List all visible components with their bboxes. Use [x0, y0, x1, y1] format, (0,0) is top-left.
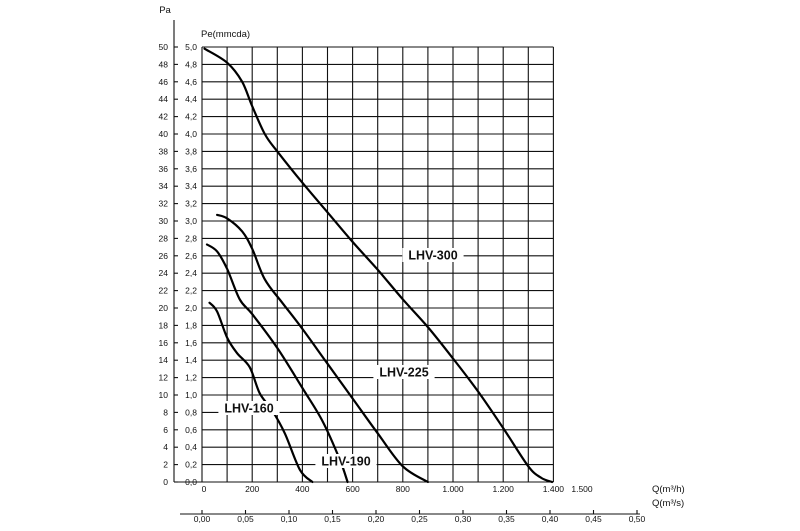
curve-label-background [218, 401, 280, 415]
q-m3s-tick-label: 0,50 [629, 514, 646, 524]
pa-tick-label: 4 [163, 442, 168, 452]
curve-label-lhv-225: LHV-225 [379, 366, 428, 380]
pa-tick-label: 36 [159, 164, 169, 174]
q-m3h-tick-label: 1.400 [543, 484, 565, 494]
performance-curves: LHV-300 LHV-225 LHV-190 LHV-160 [203, 47, 554, 484]
q-m3h-tick-label: 1.500 [571, 484, 593, 494]
pa-tick-label: 12 [159, 373, 169, 383]
pa-tick-label: 30 [159, 216, 169, 226]
mmcda-tick-label: 3,0 [185, 216, 197, 226]
pa-tick-label: 32 [159, 199, 169, 209]
pa-tick-label: 38 [159, 146, 169, 156]
q-m3s-tick-label: 0,40 [542, 514, 559, 524]
mmcda-tick-label: 5,0 [185, 42, 197, 52]
mmcda-tick-label: 4,2 [185, 112, 197, 122]
mmcda-tick-label: 3,6 [185, 164, 197, 174]
pa-tick-label: 8 [163, 407, 168, 417]
q-m3s-tick-label: 0,35 [498, 514, 515, 524]
q-m3s-tick-label: 0,10 [281, 514, 298, 524]
mmcda-tick-label: 2,4 [185, 268, 197, 278]
pa-tick-label: 42 [159, 112, 169, 122]
mmcda-tick-label: 1,2 [185, 373, 197, 383]
curve-label-background [402, 248, 464, 262]
mmcda-tick-label: 3,8 [185, 146, 197, 156]
pa-tick-label: 44 [159, 94, 169, 104]
mmcda-tick-label: 1,6 [185, 338, 197, 348]
pa-axis-label: Pa [159, 5, 171, 16]
curve-label-background [373, 365, 435, 379]
mmcda-tick-label: 1,8 [185, 320, 197, 330]
pa-tick-label: 46 [159, 77, 169, 87]
pa-tick-label: 48 [159, 59, 169, 69]
pa-tick-label: 26 [159, 251, 169, 261]
mmcda-tick-label: 4,4 [185, 94, 197, 104]
pa-tick-label: 20 [159, 303, 169, 313]
pa-tick-label: 28 [159, 233, 169, 243]
axis-ticks: 0246810121416182022242628303234363840424… [159, 42, 646, 524]
q-m3s-tick-label: 0,30 [455, 514, 472, 524]
chart-grid [173, 20, 640, 515]
mmcda-tick-label: 2,2 [185, 286, 197, 296]
q-m3s-tick-label: 0,15 [324, 514, 341, 524]
curve-label-background [315, 454, 377, 468]
pa-tick-label: 2 [163, 460, 168, 470]
pa-tick-label: 0 [163, 477, 168, 487]
q-m3h-tick-label: 1.000 [442, 484, 464, 494]
pa-tick-label: 24 [159, 268, 169, 278]
pa-tick-label: 50 [159, 42, 169, 52]
curve-lhv-300 [203, 47, 554, 484]
q-m3h-tick-label: 1.200 [493, 484, 515, 494]
curve-label-lhv-190: LHV-190 [321, 455, 370, 469]
pa-tick-label: 22 [159, 286, 169, 296]
mmcda-tick-label: 1,4 [185, 355, 197, 365]
q-m3h-tick-label: 200 [245, 484, 259, 494]
mmcda-tick-label: 0,0 [185, 477, 197, 487]
q-m3h-axis-label: Q(m³/h) [652, 484, 685, 495]
q-m3h-tick-label: 0 [202, 484, 207, 494]
q-m3h-tick-label: 600 [346, 484, 360, 494]
pa-tick-label: 14 [159, 355, 169, 365]
mmcda-tick-label: 3,4 [185, 181, 197, 191]
mmcda-tick-label: 4,0 [185, 129, 197, 139]
pa-tick-label: 10 [159, 390, 169, 400]
curve-lhv-190 [205, 243, 349, 484]
mmcda-tick-label: 0,6 [185, 425, 197, 435]
q-m3s-tick-label: 0,05 [237, 514, 254, 524]
curve-label-lhv-300: LHV-300 [408, 249, 457, 263]
q-m3s-tick-label: 0,45 [585, 514, 602, 524]
mmcda-tick-label: 4,8 [185, 59, 197, 69]
mmcda-tick-label: 1,0 [185, 390, 197, 400]
curve-lhv-160 [208, 301, 314, 484]
pa-tick-label: 16 [159, 338, 169, 348]
mmcda-tick-label: 2,8 [185, 233, 197, 243]
mmcda-tick-label: 3,2 [185, 199, 197, 209]
q-m3h-tick-label: 800 [396, 484, 410, 494]
q-m3h-tick-label: 400 [295, 484, 309, 494]
mmcda-tick-label: 4,6 [185, 77, 197, 87]
mmcda-axis-label: Pe(mmcda) [201, 29, 250, 40]
q-m3s-tick-label: 0,00 [194, 514, 211, 524]
mmcda-tick-label: 0,4 [185, 442, 197, 452]
q-m3s-axis-label: Q(m³/s) [652, 498, 684, 509]
pa-tick-label: 6 [163, 425, 168, 435]
pa-tick-label: 34 [159, 181, 169, 191]
q-m3s-tick-label: 0,25 [411, 514, 428, 524]
mmcda-tick-label: 0,8 [185, 407, 197, 417]
mmcda-tick-label: 2,6 [185, 251, 197, 261]
pa-tick-label: 18 [159, 320, 169, 330]
mmcda-tick-label: 2,0 [185, 303, 197, 313]
mmcda-tick-label: 0,2 [185, 460, 197, 470]
curve-lhv-225 [216, 213, 429, 484]
curve-label-lhv-160: LHV-160 [224, 402, 273, 416]
pa-tick-label: 40 [159, 129, 169, 139]
q-m3s-tick-label: 0,20 [368, 514, 385, 524]
